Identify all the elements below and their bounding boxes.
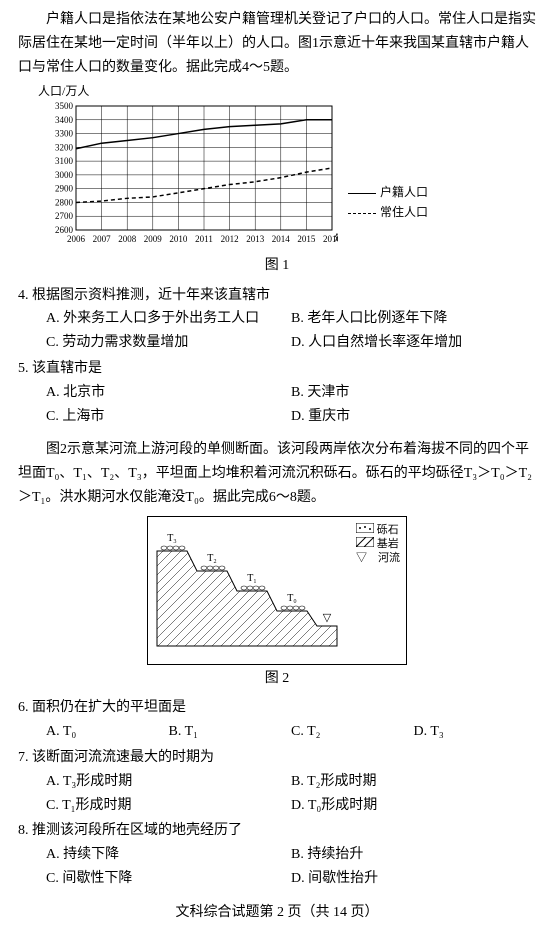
q5-opt-a: A. 北京市 xyxy=(46,381,291,405)
q8-opt-a: A. 持续下降 xyxy=(46,843,291,867)
svg-text:3400: 3400 xyxy=(55,115,74,125)
diagram-legend: 砾石 基岩 ▽ 河流 xyxy=(356,523,400,566)
q5-stem: 5. 该直辖市是 xyxy=(18,357,536,381)
q7-opt-d: D. T₀形成时期 xyxy=(291,794,536,818)
legend-item-huji: 户籍人口 xyxy=(348,182,428,202)
q8-opt-b: B. 持续抬升 xyxy=(291,843,536,867)
river-icon: ▽ xyxy=(356,552,367,564)
svg-text:2012: 2012 xyxy=(221,234,239,244)
figure-1-chart: 人口/万人 2600270028002900300031003200330034… xyxy=(38,81,536,251)
q5-opt-c: C. 上海市 xyxy=(46,405,291,429)
legend-label: 户籍人口 xyxy=(380,185,428,199)
svg-text:年: 年 xyxy=(334,232,338,245)
legend-item-changzhu: 常住人口 xyxy=(348,202,428,222)
question-4: 4. 根据图示资料推测，近十年来该直辖市 A. 外来务工人口多于外出务工人口 B… xyxy=(18,284,536,355)
q4-stem: 4. 根据图示资料推测，近十年来该直辖市 xyxy=(18,284,536,308)
q8-opt-d: D. 间歇性抬升 xyxy=(291,867,536,891)
q7-opt-c: C. T₁形成时期 xyxy=(46,794,291,818)
svg-text:T₀: T₀ xyxy=(287,593,297,604)
y-axis-title: 人口/万人 xyxy=(38,81,536,101)
q4-opt-c: C. 劳动力需求数量增加 xyxy=(46,331,291,355)
q5-opt-b: B. 天津市 xyxy=(291,381,536,405)
svg-text:3500: 3500 xyxy=(55,102,74,111)
svg-text:2008: 2008 xyxy=(118,234,137,244)
chart-legend: 户籍人口 常住人口 xyxy=(348,182,428,223)
q6-opt-b: B. T₁ xyxy=(169,720,292,744)
svg-text:T₂: T₂ xyxy=(207,553,217,564)
svg-text:2900: 2900 xyxy=(55,183,74,193)
legend-label: 河流 xyxy=(378,552,400,564)
q6-stem: 6. 面积仍在扩大的平坦面是 xyxy=(18,696,536,720)
passage-2: 图2示意某河流上游河段的单侧断面。该河段两岸依次分布着海拔不同的四个平坦面T₀、… xyxy=(18,438,536,509)
figure-1-caption: 图 1 xyxy=(18,254,536,278)
svg-text:2007: 2007 xyxy=(93,234,112,244)
q6-opt-c: C. T₂ xyxy=(291,720,414,744)
q5-opt-d: D. 重庆市 xyxy=(291,405,536,429)
question-8: 8. 推测该河段所在区域的地壳经历了 A. 持续下降 B. 持续抬升 C. 间歇… xyxy=(18,819,536,890)
intro-passage: 户籍人口是指依法在某地公安户籍管理机关登记了户口的人口。常住人口是指实际居住在某… xyxy=(18,8,536,79)
legend-label: 砾石 xyxy=(377,524,399,536)
legend-label: 基岩 xyxy=(377,538,399,550)
q4-opt-b: B. 老年人口比例逐年下降 xyxy=(291,307,536,331)
q7-opt-b: B. T₂形成时期 xyxy=(291,770,536,794)
svg-text:3000: 3000 xyxy=(55,170,74,180)
svg-text:3300: 3300 xyxy=(55,128,74,138)
legend-gravel: 砾石 xyxy=(356,523,400,537)
svg-text:2014: 2014 xyxy=(272,234,291,244)
svg-text:T₁: T₁ xyxy=(247,573,257,584)
q6-opt-a: A. T₀ xyxy=(46,720,169,744)
figure-2-caption: 图 2 xyxy=(18,667,536,691)
figure-2-diagram: T₃ T₂ T₁ T₀ ▽ 砾石 基岩 ▽ 河流 xyxy=(18,516,536,665)
question-7: 7. 该断面河流流速最大的时期为 A. T₃形成时期 B. T₂形成时期 C. … xyxy=(18,746,536,817)
svg-text:2700: 2700 xyxy=(55,211,74,221)
q7-opt-a: A. T₃形成时期 xyxy=(46,770,291,794)
question-6: 6. 面积仍在扩大的平坦面是 A. T₀ B. T₁ C. T₂ D. T₃ xyxy=(18,696,536,744)
legend-label: 常住人口 xyxy=(380,205,428,219)
svg-text:2009: 2009 xyxy=(144,234,163,244)
q6-opt-d: D. T₃ xyxy=(414,720,537,744)
svg-text:2010: 2010 xyxy=(169,234,188,244)
line-chart-svg: 2600270028002900300031003200330034003500… xyxy=(38,102,338,252)
q4-opt-a: A. 外来务工人口多于外出务工人口 xyxy=(46,307,291,331)
q4-opt-d: D. 人口自然增长率逐年增加 xyxy=(291,331,536,355)
svg-text:2013: 2013 xyxy=(246,234,265,244)
svg-text:2800: 2800 xyxy=(55,197,74,207)
legend-river: ▽ 河流 xyxy=(356,551,400,565)
svg-text:3200: 3200 xyxy=(55,142,74,152)
svg-text:▽: ▽ xyxy=(323,612,332,624)
svg-text:T₃: T₃ xyxy=(167,533,177,544)
svg-text:2015: 2015 xyxy=(297,234,316,244)
svg-text:2006: 2006 xyxy=(67,234,86,244)
legend-bedrock: 基岩 xyxy=(356,537,400,551)
question-5: 5. 该直辖市是 A. 北京市 B. 天津市 C. 上海市 D. 重庆市 xyxy=(18,357,536,428)
svg-text:2011: 2011 xyxy=(195,234,213,244)
q7-stem: 7. 该断面河流流速最大的时期为 xyxy=(18,746,536,770)
q8-opt-c: C. 间歇性下降 xyxy=(46,867,291,891)
q8-stem: 8. 推测该河段所在区域的地壳经历了 xyxy=(18,819,536,843)
page-footer: 文科综合试题第 2 页（共 14 页） xyxy=(18,901,536,925)
svg-text:3100: 3100 xyxy=(55,156,74,166)
